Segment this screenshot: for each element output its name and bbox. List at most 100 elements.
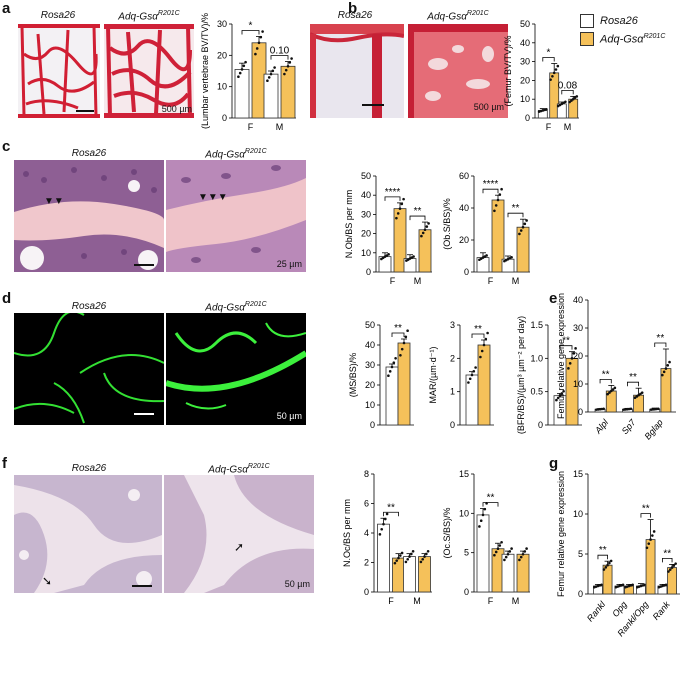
significance-label: * [249,21,253,32]
data-point [664,583,668,587]
significance-label: ** [512,203,520,214]
micrograph-c-rosa26: ▼▼ [14,160,164,272]
data-point [604,566,608,569]
data-point [551,74,554,78]
panel-label-c: c [2,138,11,155]
data-point [503,558,506,562]
x-tick-label: F [248,122,254,132]
legend-item-rosa26: Rosa26 [580,12,665,30]
data-point [411,549,415,553]
data-point [387,374,390,378]
micrograph-b-rosa26 [310,24,404,118]
data-point [423,555,426,558]
x-tick-label: Rankl [585,599,608,624]
data-point [267,76,271,79]
y-tick-label: 10 [365,400,375,410]
data-point [570,357,574,360]
significance-bracket [383,511,399,517]
y-tick-label: 2 [450,353,455,363]
chart-c-obs: 0 20 40 60 (Ob.S/BS)/% F **** M ** [442,171,530,286]
data-point [266,79,269,83]
data-point [647,542,651,545]
data-point [412,255,415,258]
data-point [392,361,396,364]
data-point [261,30,264,33]
data-point [390,365,394,369]
y-tick-label: 4 [364,528,369,538]
data-point [525,547,528,550]
scale-label-a: 500 µm [161,104,192,114]
data-point [571,97,575,101]
panel-label-d: d [2,290,12,307]
data-point [393,561,397,565]
significance-label: 0.10 [270,46,290,57]
data-point [558,394,562,397]
data-point [288,61,292,64]
significance-bracket [640,513,651,518]
y-tick-label: 2 [364,558,369,568]
y-tick-label: 20 [217,50,227,60]
data-point [483,507,487,511]
significance-bracket [241,30,260,35]
panel-label-g: g [549,455,559,472]
data-point [290,57,293,60]
y-tick-label: 0 [578,589,583,599]
y-tick-label: 40 [459,203,469,213]
x-tick-label: M [512,276,520,286]
significance-label: ** [656,333,664,344]
data-point [637,393,640,397]
data-point [674,562,677,565]
y-tick-label: 8 [364,469,369,479]
data-point [380,527,384,531]
data-point [640,391,644,394]
x-tick-label: F [546,122,552,132]
data-point [396,212,400,215]
micrograph-f-mutant: ➚ 50 µm [164,475,314,593]
y-axis-label: N.Oc/BS per mm [342,499,352,567]
data-point [668,568,672,571]
micrograph-a-mutant: 500 µm [104,24,194,118]
y-tick-label: 30 [520,57,530,67]
data-point [635,395,639,398]
data-point [554,68,558,71]
y-axis-label: (Femur BV/TV)/% [503,35,513,106]
data-point [567,367,570,370]
image-title-a2: Adq-GsαR201C [118,10,180,23]
data-point [574,347,577,350]
data-point [404,335,408,339]
data-point [602,407,605,411]
data-point [568,362,572,365]
y-axis-label: (Ob.S/BS)/% [442,198,452,250]
micrograph-c-mutant: ▼▼▼ 25 µm [166,160,306,272]
micrograph-d-mutant: 50 µm [166,313,306,425]
data-point [496,198,500,202]
data-point [613,386,617,390]
x-tick-label: Alpl [592,417,611,436]
image-title-d2: Adq-GsαR201C [205,301,267,314]
data-point [668,360,671,364]
x-tick-label: F [388,596,394,606]
data-point [286,65,290,68]
data-point [521,552,525,556]
data-point [629,407,633,411]
data-point [421,231,425,235]
data-point [408,555,411,558]
data-point [427,222,430,225]
y-tick-label: 15 [573,469,583,479]
significance-bracket [654,342,667,347]
svg-text:➚: ➚ [234,540,244,554]
x-tick-label: F [488,596,494,606]
data-point [552,71,556,75]
significance-bracket [409,215,426,221]
data-point [400,347,404,351]
y-tick-label: 60 [459,171,469,181]
x-tick-label: M [414,276,422,286]
data-point [672,564,676,567]
y-axis-label: (BFR/BS)/(µm³ µm⁻² per day) [516,316,526,434]
significance-bracket [391,332,405,337]
y-tick-label: 10 [573,509,583,519]
svg-text:➘: ➘ [42,574,52,588]
x-tick-label: Opg [610,599,629,618]
y-tick-label: 30 [361,209,371,219]
data-point [388,370,392,373]
